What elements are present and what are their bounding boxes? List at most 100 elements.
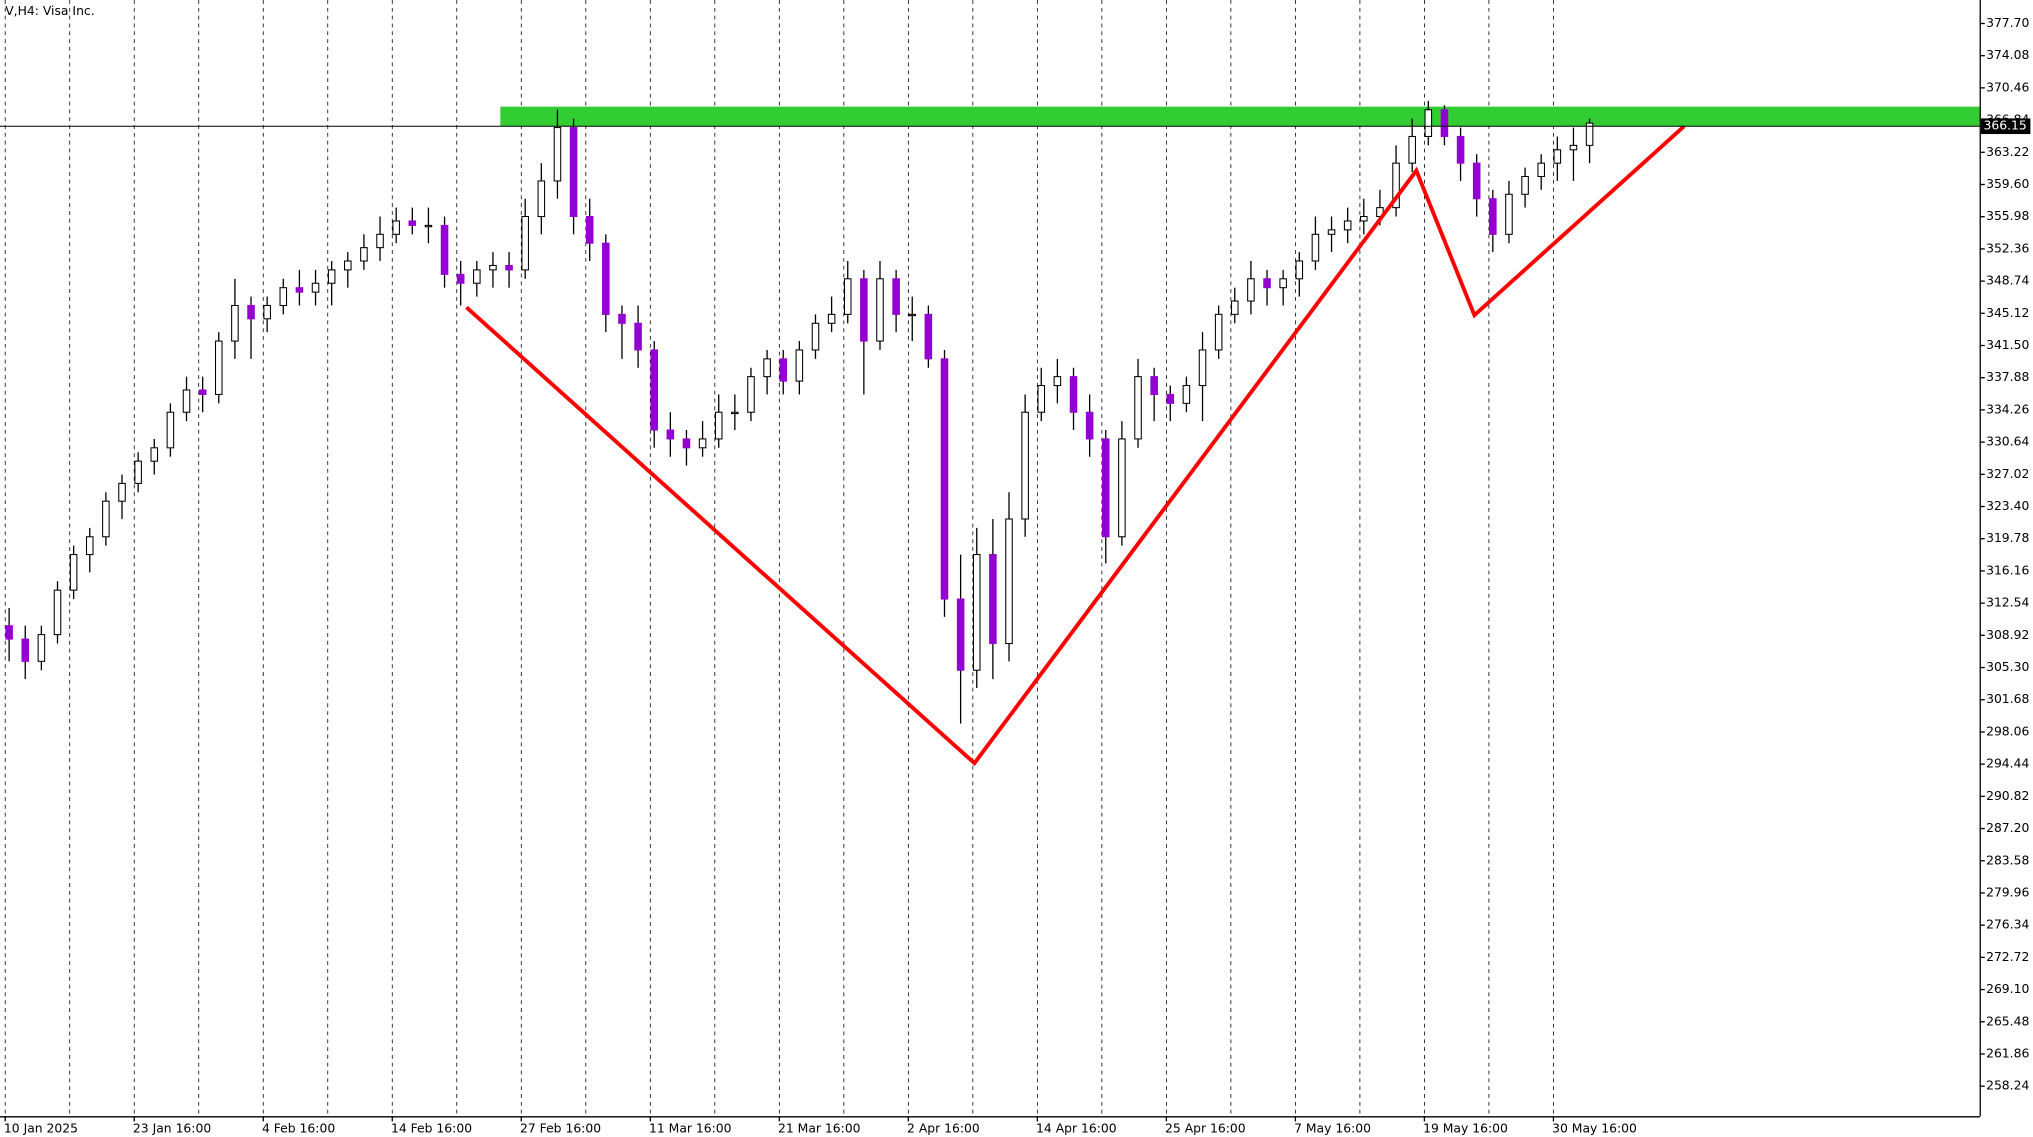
candle-body [392,220,400,235]
candle-body [1053,376,1062,387]
candle-body [1521,175,1529,195]
candle-body [1021,411,1029,520]
y-tick-label: 316.16 [1986,563,2029,577]
y-tick-label: 327.02 [1986,467,2029,481]
resistance-zone [500,106,1980,127]
candle-body [908,313,917,317]
y-tick-label: 305.30 [1986,660,2029,674]
candle-body [1198,349,1207,387]
candle-body [1263,278,1271,289]
x-tick-label: 7 May 16:00 [1294,1122,1371,1136]
x-tick-label: 21 Mar 16:00 [778,1122,861,1136]
candle-body [1247,278,1255,302]
x-tick-label: 30 May 16:00 [1552,1122,1637,1136]
y-tick-label: 374.08 [1986,48,2029,62]
candle-body [1150,376,1158,395]
candle-body [360,247,368,262]
candle-body [795,349,804,382]
candle-body [118,482,126,502]
y-tick-label: 258.24 [1986,1079,2029,1093]
candle-body [166,411,175,449]
candle-body [1392,162,1400,209]
x-tick-label: 14 Feb 16:00 [391,1122,472,1136]
candle-body [1037,385,1046,413]
candle-body [295,287,304,293]
y-tick-label: 337.88 [1986,370,2029,384]
y-tick-label: 370.46 [1986,80,2029,94]
candle-body [1408,135,1416,164]
y-tick-label: 276.34 [1986,918,2029,932]
x-tick-label: 27 Feb 16:00 [520,1122,601,1136]
candle-body [53,589,62,636]
candle-body [424,224,433,228]
y-tick-label: 330.64 [1986,435,2029,449]
candles [5,100,1594,724]
y-tick-label: 334.26 [1986,402,2029,416]
candle-body [940,358,949,600]
candle-body [972,554,981,671]
candle-body [682,438,691,449]
y-tick-label: 352.36 [1986,241,2029,255]
y-tick-label: 283.58 [1986,853,2029,867]
candle-body [247,304,255,320]
candle-body [102,500,110,538]
candle-body [618,313,626,324]
x-tick-label: 23 Jan 16:00 [133,1122,211,1136]
candle-body [327,269,336,284]
candle-body [69,554,78,591]
candle-body [537,180,546,218]
candle-body [1166,393,1175,404]
candle-body [456,273,465,284]
y-tick-label: 290.82 [1986,789,2029,803]
candle-body [698,438,707,449]
candle-body [1343,220,1352,231]
y-tick-label: 279.96 [1986,885,2029,899]
candle-body [231,304,239,342]
y-tick-label: 312.54 [1986,596,2029,610]
last-price-box [1980,118,2031,135]
candle-body [150,447,159,462]
candle-body [843,278,852,315]
candle-body [876,278,884,342]
y-tick-label: 319.78 [1986,531,2029,545]
candle-body [1069,376,1078,413]
pattern-line [465,124,1686,767]
y-tick-label: 294.44 [1986,757,2029,771]
candle-body [134,460,142,484]
grid [4,0,1554,1117]
candle-body [1214,313,1223,351]
candle-body [569,127,578,218]
y-tick-label: 363.22 [1986,145,2029,159]
candle-body [650,349,658,431]
candle-body [408,220,417,226]
x-tick-label: 2 Apr 16:00 [907,1122,980,1136]
candle-body [521,216,529,271]
y-tick-label: 287.20 [1986,821,2029,835]
y-tick-label: 265.48 [1986,1014,2029,1028]
candle-body [473,269,481,284]
candle-body [263,304,271,320]
x-tick-label: 4 Feb 16:00 [262,1122,335,1136]
candle-body [1182,385,1191,404]
candle-body [956,598,965,671]
y-tick-label: 261.86 [1986,1046,2029,1060]
candle-body [1295,260,1304,280]
candle-body [1101,438,1110,538]
x-tick-label: 25 Apr 16:00 [1165,1122,1246,1136]
candle-body [489,264,497,271]
candle-body [1505,193,1513,235]
candle-body [860,278,868,342]
candle-body [924,313,933,360]
candle-body [1118,438,1126,538]
candle-body [1134,376,1142,440]
y-tick-label: 341.50 [1986,338,2029,352]
candle-body [747,376,755,413]
candle-body [1553,149,1562,164]
candle-body [344,260,352,271]
y-tick-label: 355.98 [1986,209,2029,223]
y-tick-label: 308.92 [1986,628,2029,642]
candle-body [585,216,594,244]
candle-body [763,358,771,378]
